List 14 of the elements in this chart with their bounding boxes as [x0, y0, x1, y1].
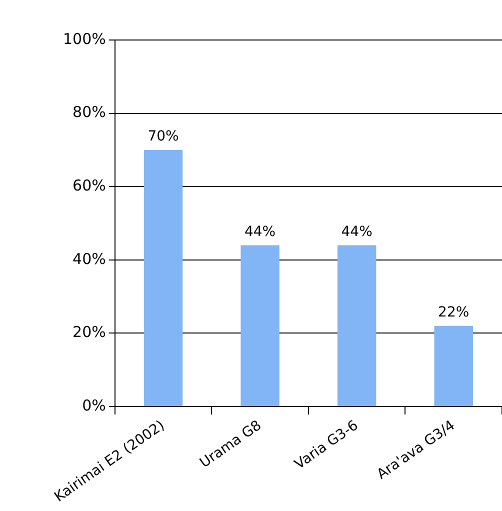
data-label: 70%	[148, 128, 179, 145]
y-tick-label: 20%	[72, 323, 106, 342]
data-label: 44%	[244, 224, 276, 240]
y-tick-label: 0%	[82, 396, 106, 414]
data-label: 44%	[341, 224, 372, 240]
y-tick-label: 60%	[72, 176, 106, 194]
y-tick-label: 40%	[72, 250, 106, 268]
y-tick-label: 80%	[72, 103, 106, 122]
bar	[144, 150, 183, 406]
y-tick-label: 100%	[62, 30, 106, 48]
bar	[240, 245, 280, 406]
data-label: 22%	[438, 304, 470, 320]
bar	[434, 326, 473, 406]
bar	[337, 245, 376, 406]
